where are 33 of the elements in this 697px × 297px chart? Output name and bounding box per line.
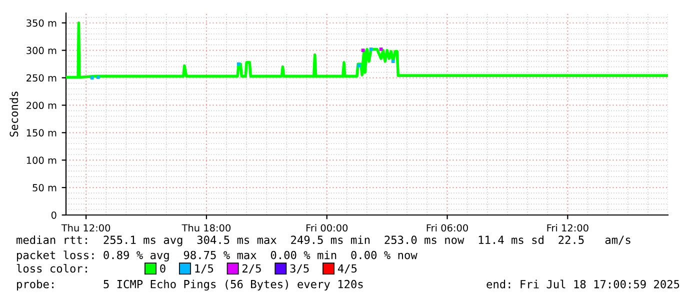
legend-label: 4/5 (338, 264, 357, 274)
y-axis-title: Seconds (10, 92, 18, 137)
legend-label: 2/5 (242, 264, 261, 274)
point (96, 76, 100, 79)
text: packet loss: 0.89 % avg 98.75 % max 0.00 % min 0.00 % now (17, 250, 418, 262)
point (379, 48, 383, 51)
point (391, 60, 395, 64)
x-tick-label: Thu 12:00 (61, 224, 110, 232)
point (90, 76, 94, 80)
point (361, 48, 365, 52)
y-tick-label: 350 m (26, 19, 56, 27)
point (369, 48, 373, 51)
x-tick-label: Fri 06:00 (426, 224, 468, 232)
point (236, 62, 240, 66)
x-tick-label: Fri 00:00 (306, 224, 348, 232)
y-tick-label: 250 m (26, 74, 56, 82)
y-tick-label: 200 m (26, 102, 56, 110)
legend-label: 1/5 (195, 264, 214, 274)
text: end: Fri Jul 18 17:00:59 2025 (486, 280, 680, 288)
point (357, 64, 361, 68)
y-tick-label: 300 m (26, 46, 56, 54)
y-tick-label: 150 m (26, 129, 56, 136)
y-tick-label: 50 m (32, 184, 56, 192)
text: loss color: (16, 264, 87, 273)
text: probe: 5 ICMP Echo Pings (56 Bytes) every 120s (17, 280, 363, 291)
y-tick-label: 0 (51, 211, 56, 219)
x-tick-label: Thu 18:00 (182, 224, 231, 232)
x-tick-label: Fri 12:00 (547, 224, 588, 232)
legend-label: 3/5 (290, 264, 309, 274)
line-series (66, 21, 668, 79)
text: median rtt: 255.1 ms avg 304.5 ms max 249.5 ms min 253.0 ms now 11.4 ms sd 22.5 am/s (16, 235, 630, 246)
y-tick-label: 100 m (26, 156, 56, 164)
legend-label: 0 (160, 264, 166, 273)
